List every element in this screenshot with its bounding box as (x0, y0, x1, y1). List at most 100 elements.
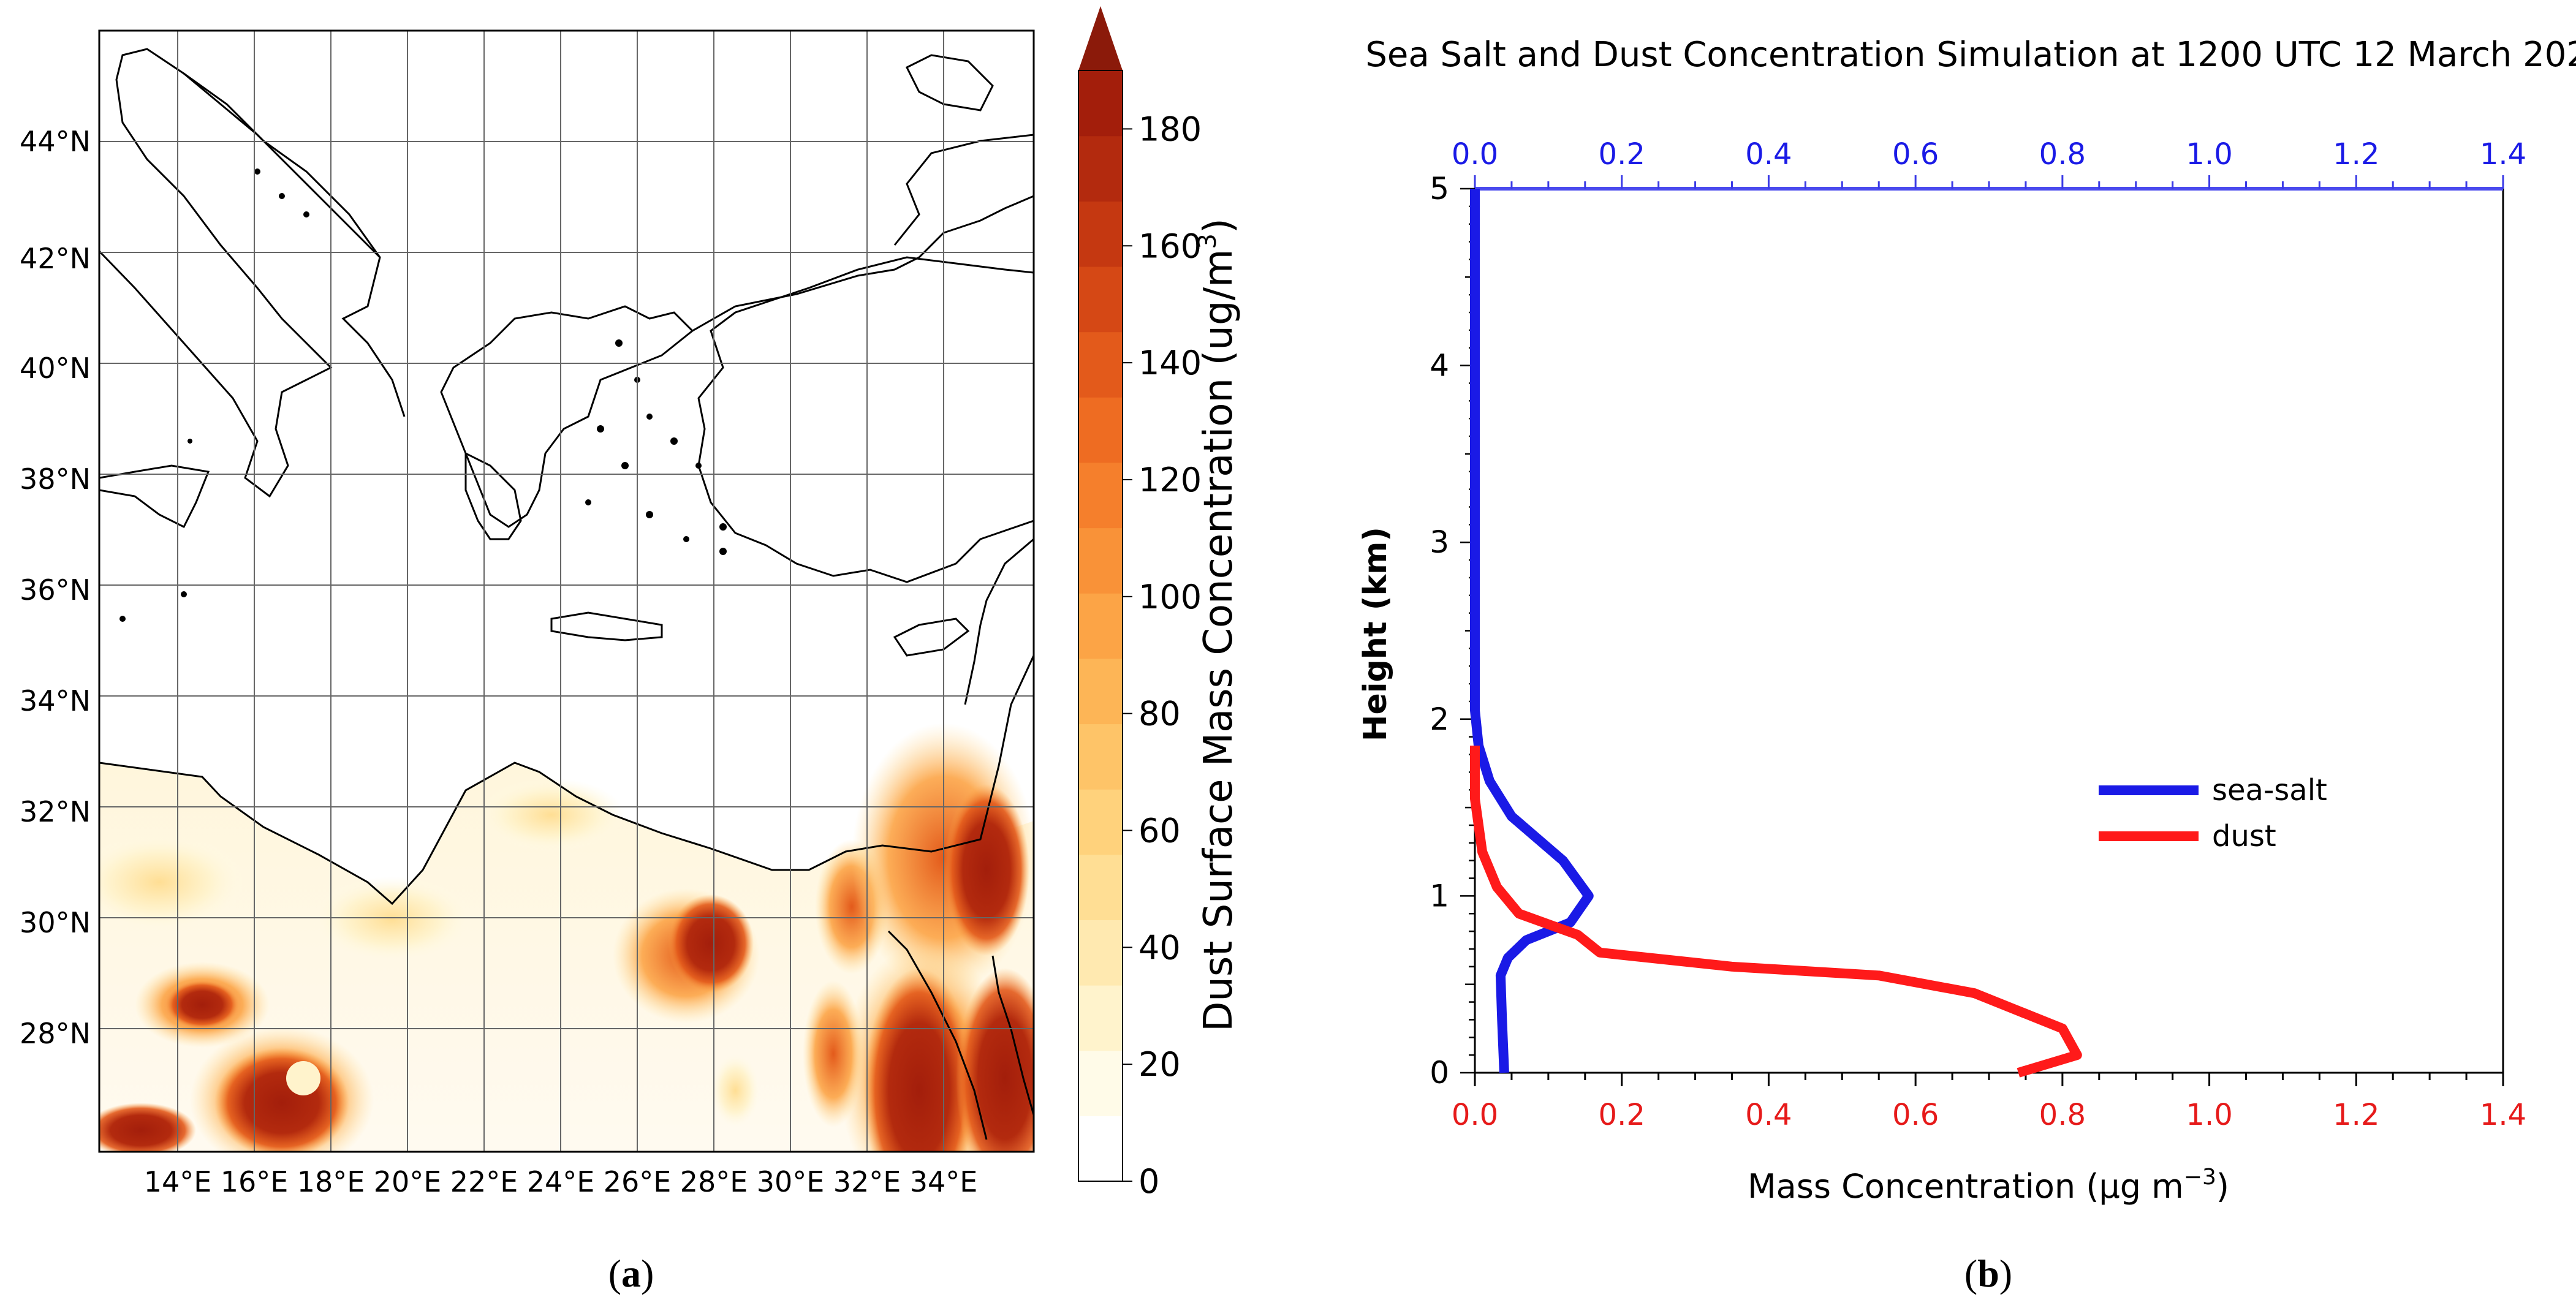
colorbar-band (1078, 135, 1123, 202)
left-tick-label: 3 (1430, 524, 1449, 560)
colorbar: 0 20 40 60 80 100 120 140 160 180 Dust Surface Ma… (1078, 6, 1241, 1201)
lon-label: 24°E (527, 1165, 595, 1198)
lat-label: 44°N (20, 125, 91, 158)
balkan-coast (692, 195, 1034, 332)
series-line-dust (1470, 746, 2082, 1078)
top-tick-label: 0.0 (1452, 137, 1498, 172)
left-tick-label: 4 (1430, 348, 1449, 384)
colorbar-band (1078, 658, 1123, 725)
dust-hole (286, 1061, 320, 1095)
lat-label: 28°N (20, 1017, 91, 1050)
left-axis-ticks: 0 1 2 3 4 5 (1430, 171, 1475, 1091)
colorbar-band (1078, 985, 1123, 1051)
dust-patch (99, 1103, 196, 1152)
lon-label: 22°E (450, 1165, 518, 1198)
colorbar-tick-label: 100 (1138, 578, 1202, 616)
legend-label-sea-salt: sea-salt (2212, 773, 2327, 807)
map-frame (98, 29, 1035, 1153)
caption-b: (b) (1964, 1252, 2012, 1295)
dust-patch (944, 784, 1029, 956)
colorbar-tick-label: 180 (1138, 110, 1202, 148)
panel-a: 44°N 42°N 40°N 38°N 36°N 34°N 32°N 30°N … (20, 6, 1241, 1295)
lat-labels: 44°N 42°N 40°N 38°N 36°N 34°N 32°N 30°N … (20, 125, 91, 1050)
dust-patch (165, 980, 239, 1029)
top-tick-label: 0.2 (1599, 137, 1645, 172)
crimea-coast (905, 54, 994, 112)
colorbar-label: Dust Surface Mass Concentration (ug/m3) (1194, 218, 1241, 1032)
left-tick-label: 2 (1430, 701, 1449, 737)
dust-patch (668, 894, 754, 992)
black-sea-coast (893, 134, 1034, 246)
bottom-tick-label: 1.4 (2480, 1098, 2526, 1132)
turkey-coast (697, 256, 1034, 583)
top-tick-label: 0.6 (1892, 137, 1939, 172)
lat-label: 34°N (20, 684, 91, 717)
series-line-sea-salt (1470, 189, 1594, 1073)
bottom-tick-label: 0.2 (1599, 1098, 1645, 1132)
colorbar-tick-label: 40 (1138, 928, 1181, 967)
top-tick-label: 1.2 (2333, 137, 2379, 172)
greece-coast (440, 305, 694, 528)
left-tick-label: 5 (1430, 171, 1449, 206)
colorbar-band (1078, 527, 1123, 594)
top-tick-label: 1.4 (2480, 137, 2526, 172)
colorbar-band (1078, 462, 1123, 529)
colorbar-band (1078, 70, 1123, 137)
bottom-tick-label: 0.8 (2039, 1098, 2086, 1132)
colorbar-bands (1078, 70, 1123, 1182)
y-axis-label: Height (km) (1357, 527, 1394, 741)
colorbar-tick-label: 80 (1138, 695, 1181, 733)
plot-frame (1474, 187, 2504, 1074)
colorbar-tick-label: 160 (1138, 227, 1202, 265)
colorbar-band (1078, 1050, 1123, 1116)
colorbar-band (1078, 854, 1123, 921)
lon-label: 16°E (221, 1165, 289, 1198)
lat-label: 32°N (20, 795, 91, 828)
colorbar-band (1078, 266, 1123, 333)
colorbar-frame (1078, 70, 1123, 1182)
italy-coast (99, 48, 406, 498)
lat-label: 36°N (20, 573, 91, 607)
colorbar-tick-label: 120 (1138, 461, 1202, 499)
top-tick-label: 1.0 (2186, 137, 2232, 172)
lat-label: 38°N (20, 463, 91, 496)
dust-patch (803, 980, 864, 1127)
colorbar-band (1078, 593, 1123, 659)
legend: sea-salt dust (2099, 773, 2327, 853)
colorbar-band (1078, 201, 1123, 267)
lon-labels: 14°E 16°E 18°E 20°E 22°E 24°E 26°E 28°E … (144, 1165, 978, 1198)
bottom-tick-label: 1.0 (2186, 1098, 2232, 1132)
colorbar-tick-label: 140 (1138, 344, 1202, 382)
bottom-axis-ticks: 0.0 0.2 0.4 0.6 0.8 1.0 1.2 1.4 (1452, 1073, 2526, 1132)
colorbar-tick-label: 60 (1138, 811, 1181, 850)
legend-label-dust: dust (2212, 819, 2276, 853)
dust-patch (313, 876, 472, 962)
dust-patch (956, 968, 1034, 1152)
dust-map (99, 31, 1034, 1152)
bottom-tick-label: 0.4 (1745, 1098, 1792, 1132)
top-tick-label: 0.8 (2039, 137, 2086, 172)
dust-patch (864, 968, 974, 1152)
lat-label: 40°N (20, 352, 91, 385)
lon-label: 26°E (604, 1165, 672, 1198)
panel-b: Sea Salt and Dust Concentration Simulati… (1357, 35, 2576, 1295)
dust-patch (99, 833, 245, 931)
left-tick-label: 0 (1430, 1055, 1449, 1091)
lon-label: 28°E (680, 1165, 748, 1198)
colorbar-band (1078, 397, 1123, 463)
coastlines (99, 48, 1034, 1140)
left-tick-label: 1 (1430, 878, 1449, 913)
bottom-tick-label: 0.0 (1452, 1098, 1498, 1132)
levant-coast (964, 538, 1034, 705)
colorbar-extend-arrow (1078, 6, 1123, 70)
lon-label: 30°E (757, 1165, 825, 1198)
map-grid (99, 31, 1034, 1152)
colorbar-band (1078, 331, 1123, 398)
lon-label: 14°E (144, 1165, 212, 1198)
bottom-tick-label: 1.2 (2333, 1098, 2379, 1132)
colorbar-tick-label: 20 (1138, 1045, 1181, 1084)
crete-coast (550, 611, 663, 641)
dust-patch (478, 778, 625, 852)
lat-label: 42°N (20, 242, 91, 275)
